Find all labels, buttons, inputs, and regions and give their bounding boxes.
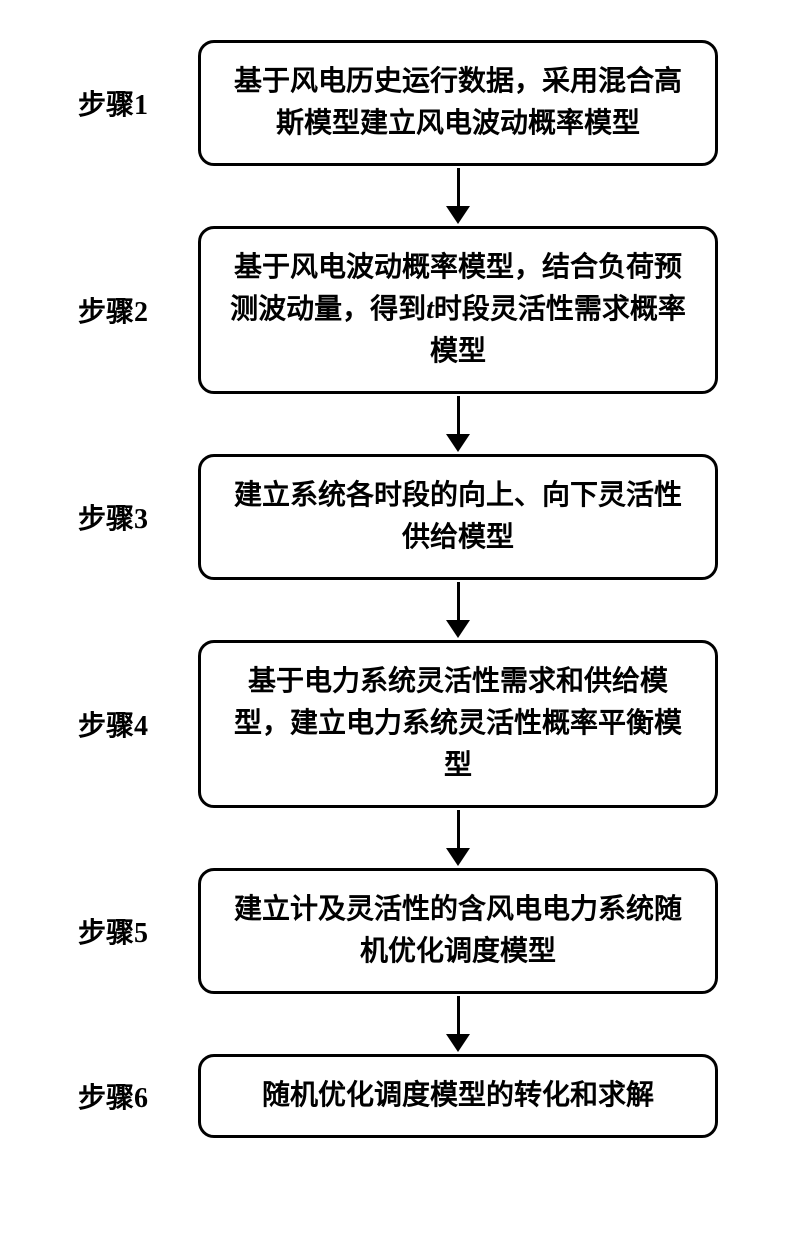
- step-1-label: 步骤1: [78, 83, 178, 123]
- step-5-row: 步骤5 建立计及灵活性的含风电电力系统随机优化调度模型: [78, 868, 718, 994]
- step-1-row: 步骤1 基于风电历史运行数据，采用混合高斯模型建立风电波动概率模型: [78, 40, 718, 166]
- step-4-row: 步骤4 基于电力系统灵活性需求和供给模型，建立电力系统灵活性概率平衡模型: [78, 640, 718, 808]
- step-1-box: 基于风电历史运行数据，采用混合高斯模型建立风电波动概率模型: [198, 40, 718, 166]
- step-4-box: 基于电力系统灵活性需求和供给模型，建立电力系统灵活性概率平衡模型: [198, 640, 718, 808]
- arrow-3: [78, 580, 718, 640]
- step-6-label: 步骤6: [78, 1076, 178, 1116]
- step-3-row: 步骤3 建立系统各时段的向上、向下灵活性供给模型: [78, 454, 718, 580]
- step-5-label: 步骤5: [78, 911, 178, 951]
- step-2-content-italic: t: [426, 294, 434, 325]
- arrow-2: [78, 394, 718, 454]
- step-4-label: 步骤4: [78, 704, 178, 744]
- step-2-content-post: 时段灵活性需求概率模型: [430, 294, 686, 367]
- step-3-box: 建立系统各时段的向上、向下灵活性供给模型: [198, 454, 718, 580]
- flowchart-container: 步骤1 基于风电历史运行数据，采用混合高斯模型建立风电波动概率模型 步骤2 基于…: [78, 40, 718, 1138]
- step-5-box: 建立计及灵活性的含风电电力系统随机优化调度模型: [198, 868, 718, 994]
- step-2-box: 基于风电波动概率模型，结合负荷预测波动量，得到t时段灵活性需求概率模型: [198, 226, 718, 394]
- arrow-4: [78, 808, 718, 868]
- step-6-box: 随机优化调度模型的转化和求解: [198, 1054, 718, 1138]
- step-3-label: 步骤3: [78, 497, 178, 537]
- arrow-5: [78, 994, 718, 1054]
- step-2-row: 步骤2 基于风电波动概率模型，结合负荷预测波动量，得到t时段灵活性需求概率模型: [78, 226, 718, 394]
- step-6-row: 步骤6 随机优化调度模型的转化和求解: [78, 1054, 718, 1138]
- arrow-1: [78, 166, 718, 226]
- step-2-label: 步骤2: [78, 290, 178, 330]
